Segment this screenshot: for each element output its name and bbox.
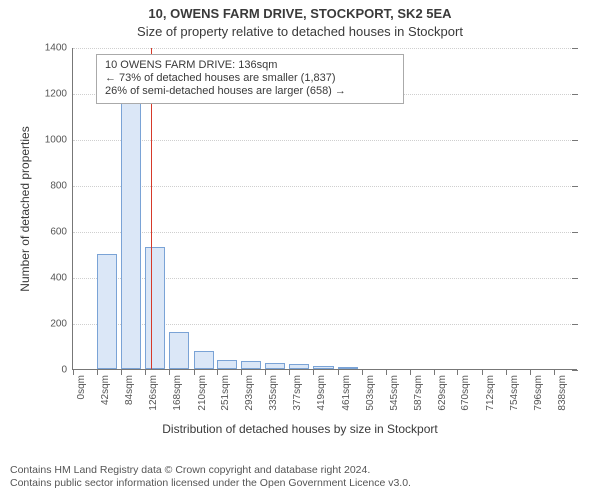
x-tick-mark <box>530 369 531 375</box>
x-tick-label: 754sqm <box>509 375 520 411</box>
histogram-bar <box>265 363 285 369</box>
histogram-bar <box>241 361 261 369</box>
page-title: 10, OWENS FARM DRIVE, STOCKPORT, SK2 5EA <box>0 6 600 22</box>
footer: Contains HM Land Registry data © Crown c… <box>0 464 600 493</box>
y-axis-label: Number of detached properties <box>18 126 32 291</box>
histogram-bar <box>217 360 237 369</box>
gridline <box>73 140 577 141</box>
x-tick-label: 796sqm <box>533 375 544 411</box>
y-tick-mark <box>572 140 578 141</box>
page-subtitle: Size of property relative to detached ho… <box>0 24 600 40</box>
y-tick-label: 1000 <box>45 135 73 146</box>
y-tick-mark <box>572 370 578 371</box>
x-tick-mark <box>265 369 266 375</box>
x-tick-label: 84sqm <box>124 375 135 405</box>
x-tick-label: 712sqm <box>485 375 496 411</box>
x-tick-mark <box>241 369 242 375</box>
x-tick-mark <box>194 369 195 375</box>
x-tick-mark <box>457 369 458 375</box>
x-tick-label: 629sqm <box>437 375 448 411</box>
x-tick-mark <box>410 369 411 375</box>
histogram-bar <box>121 98 141 369</box>
x-tick-label: 251sqm <box>220 375 231 411</box>
y-tick-mark <box>572 324 578 325</box>
x-tick-label: 293sqm <box>244 375 255 411</box>
y-tick-mark <box>572 94 578 95</box>
y-tick-label: 800 <box>50 181 73 192</box>
y-tick-label: 600 <box>50 227 73 238</box>
histogram-bar <box>169 332 189 369</box>
x-tick-mark <box>313 369 314 375</box>
chart-page: { "title": { "line1": "10, OWENS FARM DR… <box>0 0 600 500</box>
x-tick-label: 42sqm <box>100 375 111 405</box>
annotation-line: 10 OWENS FARM DRIVE: 136sqm <box>105 59 395 72</box>
x-tick-label: 419sqm <box>316 375 327 411</box>
x-tick-mark <box>434 369 435 375</box>
x-tick-mark <box>217 369 218 375</box>
x-tick-mark <box>121 369 122 375</box>
y-tick-mark <box>572 186 578 187</box>
footer-line: Contains public sector information licen… <box>10 477 590 490</box>
x-tick-mark <box>73 369 74 375</box>
y-tick-label: 200 <box>50 319 73 330</box>
histogram-bar <box>313 366 333 369</box>
y-tick-label: 400 <box>50 273 73 284</box>
x-tick-label: 126sqm <box>148 375 159 411</box>
histogram-bar <box>289 364 309 369</box>
x-tick-mark <box>145 369 146 375</box>
x-tick-label: 168sqm <box>172 375 183 411</box>
histogram-bar <box>194 351 214 369</box>
y-tick-mark <box>572 278 578 279</box>
x-tick-mark <box>554 369 555 375</box>
y-tick-label: 1400 <box>45 43 73 54</box>
x-tick-label: 377sqm <box>292 375 303 411</box>
x-tick-mark <box>482 369 483 375</box>
histogram-bar <box>145 247 165 369</box>
gridline <box>73 48 577 49</box>
y-tick-label: 0 <box>61 365 73 376</box>
footer-line: Contains HM Land Registry data © Crown c… <box>10 464 590 477</box>
gridline <box>73 232 577 233</box>
x-tick-mark <box>97 369 98 375</box>
y-tick-mark <box>572 48 578 49</box>
x-tick-label: 210sqm <box>197 375 208 411</box>
x-tick-mark <box>338 369 339 375</box>
x-tick-label: 670sqm <box>460 375 471 411</box>
histogram-bar <box>338 367 358 369</box>
histogram-bar <box>97 254 117 369</box>
x-tick-label: 335sqm <box>268 375 279 411</box>
x-axis-label: Distribution of detached houses by size … <box>0 422 600 436</box>
x-tick-label: 461sqm <box>341 375 352 411</box>
x-tick-label: 0sqm <box>76 375 87 399</box>
x-tick-label: 545sqm <box>389 375 400 411</box>
x-tick-label: 503sqm <box>365 375 376 411</box>
y-tick-mark <box>572 232 578 233</box>
x-tick-mark <box>506 369 507 375</box>
x-tick-mark <box>386 369 387 375</box>
annotation-box: 10 OWENS FARM DRIVE: 136sqm ← 73% of det… <box>96 54 404 104</box>
x-tick-mark <box>289 369 290 375</box>
x-tick-label: 587sqm <box>413 375 424 411</box>
annotation-line: 26% of semi-detached houses are larger (… <box>105 85 395 98</box>
x-tick-mark <box>362 369 363 375</box>
y-tick-label: 1200 <box>45 89 73 100</box>
annotation-line: ← 73% of detached houses are smaller (1,… <box>105 72 395 85</box>
gridline <box>73 186 577 187</box>
x-tick-mark <box>169 369 170 375</box>
x-tick-label: 838sqm <box>557 375 568 411</box>
